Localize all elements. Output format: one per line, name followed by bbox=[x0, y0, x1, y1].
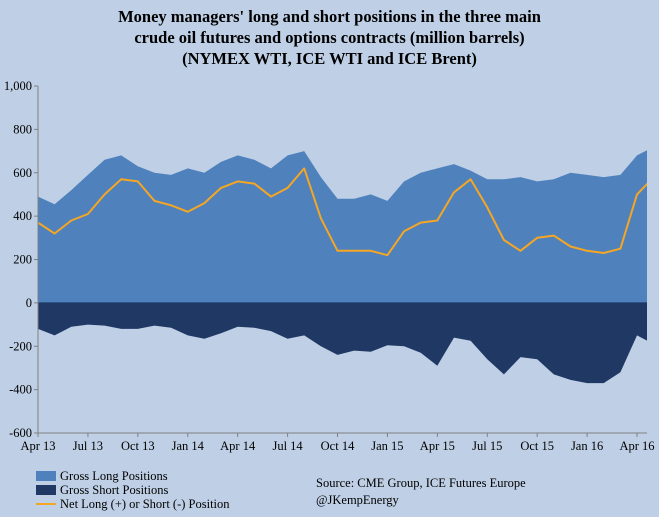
title-line-2: crude oil futures and options contracts … bbox=[134, 28, 525, 47]
title-line-3: (NYMEX WTI, ICE WTI and ICE Brent) bbox=[182, 49, 477, 68]
legend-item-net: Net Long (+) or Short (-) Position bbox=[36, 497, 230, 511]
legend-item-long: Gross Long Positions bbox=[36, 469, 230, 483]
chart-title: Money managers' long and short positions… bbox=[0, 6, 659, 69]
y-tick-label: -600 bbox=[9, 426, 32, 440]
x-tick-label: Apr 16 bbox=[619, 439, 654, 453]
source-note: Source: CME Group, ICE Futures Europe @J… bbox=[316, 475, 526, 509]
x-tick-label: Jan 15 bbox=[371, 439, 403, 453]
x-tick-label: Apr 13 bbox=[20, 439, 55, 453]
x-tick-label: Oct 14 bbox=[321, 439, 355, 453]
y-tick-label: 400 bbox=[13, 209, 32, 223]
legend-swatch-long bbox=[36, 471, 56, 481]
legend-swatch-short bbox=[36, 485, 56, 495]
legend-swatch-net bbox=[36, 503, 56, 505]
x-tick-label: Apr 15 bbox=[420, 439, 455, 453]
y-tick-label: -200 bbox=[9, 339, 32, 353]
y-tick-label: 200 bbox=[13, 253, 32, 267]
x-tick-label: Jul 15 bbox=[472, 439, 502, 453]
x-tick-label: Oct 15 bbox=[520, 439, 554, 453]
legend-item-short: Gross Short Positions bbox=[36, 483, 230, 497]
legend-label-short: Gross Short Positions bbox=[60, 482, 169, 497]
x-tick-label: Jan 16 bbox=[571, 439, 603, 453]
legend: Gross Long Positions Gross Short Positio… bbox=[36, 469, 230, 511]
x-tick-label: Jul 14 bbox=[272, 439, 303, 453]
series-area-gross-short bbox=[38, 302, 647, 384]
source-line-2: @JKempEnergy bbox=[316, 493, 399, 507]
x-tick-label: Jan 14 bbox=[172, 439, 205, 453]
legend-label-net: Net Long (+) or Short (-) Position bbox=[60, 496, 230, 511]
x-tick-label: Jul 13 bbox=[73, 439, 103, 453]
legend-label-long: Gross Long Positions bbox=[60, 468, 168, 483]
series-line-net bbox=[38, 167, 647, 257]
y-tick-label: -400 bbox=[9, 383, 32, 397]
y-tick-label: 600 bbox=[13, 166, 32, 180]
source-line-1: Source: CME Group, ICE Futures Europe bbox=[316, 476, 526, 490]
x-tick-label: Oct 13 bbox=[121, 439, 155, 453]
x-tick-label: Apr 14 bbox=[220, 439, 256, 453]
y-tick-label: 1,000 bbox=[4, 79, 32, 93]
series-area-gross-long bbox=[38, 150, 647, 303]
y-tick-label: 0 bbox=[26, 296, 32, 310]
title-line-1: Money managers' long and short positions… bbox=[118, 7, 541, 26]
y-tick-label: 800 bbox=[13, 122, 32, 136]
